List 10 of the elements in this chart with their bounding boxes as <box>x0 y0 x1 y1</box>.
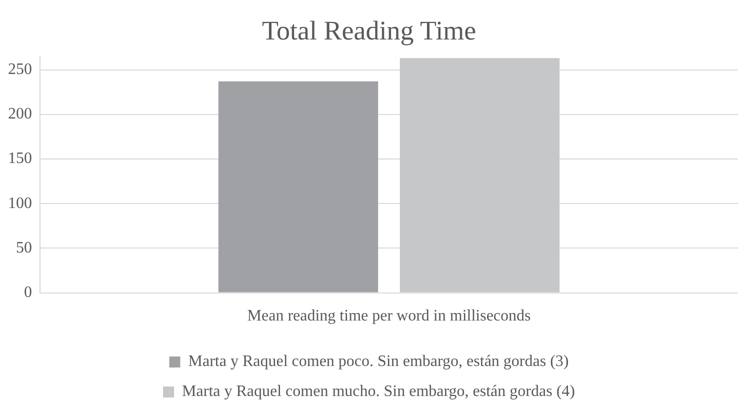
y-tick-label: 0 <box>24 284 32 302</box>
legend-label: Marta y Raquel comen mucho. Sin embargo, están gordas (4) <box>182 383 575 400</box>
y-tick-label: 50 <box>16 239 32 256</box>
chart-title: Total Reading Time <box>262 15 476 46</box>
y-tick-label: 150 <box>8 150 32 168</box>
y-tick-label: 200 <box>8 106 32 123</box>
y-tick-label: 250 <box>8 60 32 78</box>
x-tick-label: Mean reading time per word in milliseconds <box>247 308 531 325</box>
y-tick-label: 100 <box>8 194 32 212</box>
legend-label: Marta y Raquel comen poco. Sin embargo, están gordas (3) <box>188 353 569 370</box>
